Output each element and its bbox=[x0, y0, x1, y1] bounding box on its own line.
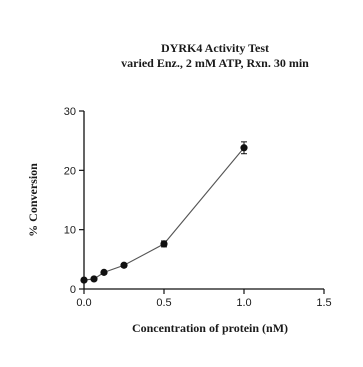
x-axis-title: Concentration of protein (nM) bbox=[132, 321, 288, 335]
data-point bbox=[160, 240, 168, 248]
y-tick-label: 20 bbox=[64, 165, 76, 177]
data-point bbox=[80, 276, 88, 284]
y-tick-label: 10 bbox=[64, 225, 76, 237]
chart-title: DYRK4 Activity Test bbox=[161, 41, 269, 55]
series-line bbox=[83, 147, 245, 281]
data-point bbox=[240, 144, 248, 152]
y-tick-label: 30 bbox=[64, 106, 76, 118]
x-tick-label: 0.5 bbox=[156, 297, 171, 309]
data-point bbox=[120, 261, 128, 269]
x-tick-label: 0.0 bbox=[76, 297, 91, 309]
axes: 0 10 20 30 0.0 0.5 1.0 1.5 bbox=[64, 106, 332, 309]
data-point bbox=[90, 275, 98, 283]
data-series bbox=[80, 141, 248, 284]
y-tick-label: 0 bbox=[70, 284, 76, 296]
data-point bbox=[100, 268, 108, 276]
chart-subtitle: varied Enz., 2 mM ATP, Rxn. 30 min bbox=[121, 56, 309, 70]
x-tick-label: 1.5 bbox=[316, 297, 331, 309]
y-axis-title: % Conversion bbox=[26, 163, 40, 237]
x-tick-label: 1.0 bbox=[236, 297, 251, 309]
